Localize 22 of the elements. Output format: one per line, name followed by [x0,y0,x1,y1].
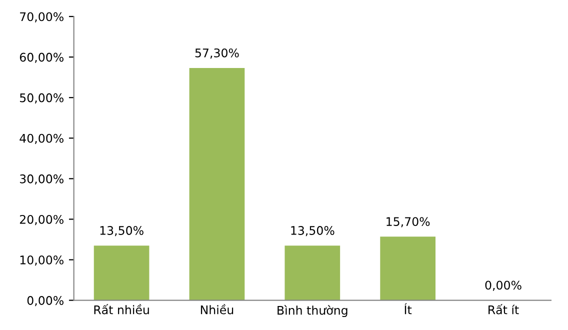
x-tick-label: Rất ít [488,304,519,314]
bar [284,246,340,300]
x-tick-label: Bình thường [278,305,348,318]
data-label: 13,50% [291,226,334,236]
x-tick-label: Nhiều [200,304,234,314]
y-tick-label: 0,00% [27,296,64,306]
y-tick-label: 20,00% [20,214,64,226]
bar [380,236,436,300]
y-tick-label: 70,00% [20,12,64,22]
x-tick-label: Ít [404,303,412,314]
data-label: 13,50% [100,226,144,236]
data-label: 0,00% [485,280,522,291]
y-tick-label: 60,00% [20,52,64,63]
data-label: 15,70% [386,217,430,228]
y-tick-label: 50,00% [20,93,64,104]
x-tick-label: Rất nhiều [94,304,149,314]
y-tick-label: 30,00% [20,174,64,185]
bar [94,246,150,300]
bar [189,68,245,300]
data-label: 57,30% [195,48,239,59]
y-tick-label: 10,00% [20,255,64,266]
y-tick-label: 40,00% [20,134,64,144]
